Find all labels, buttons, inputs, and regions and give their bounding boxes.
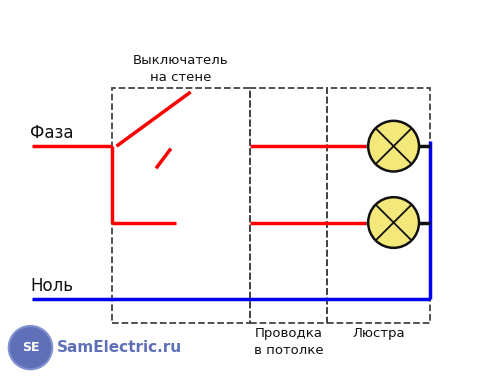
Text: Фаза: Фаза — [30, 124, 74, 142]
Circle shape — [368, 197, 419, 248]
Circle shape — [368, 121, 419, 172]
Bar — [112, 88, 250, 323]
Text: Ноль: Ноль — [30, 277, 74, 295]
Bar — [326, 88, 430, 323]
Text: Выключатель
на стене: Выключатель на стене — [133, 54, 228, 85]
Text: SE: SE — [22, 341, 39, 354]
Bar — [250, 88, 326, 323]
Circle shape — [8, 326, 52, 369]
Text: SamElectric.ru: SamElectric.ru — [57, 340, 182, 355]
Text: Люстра: Люстра — [352, 327, 405, 340]
Text: Проводка
в потолке: Проводка в потолке — [254, 327, 323, 357]
